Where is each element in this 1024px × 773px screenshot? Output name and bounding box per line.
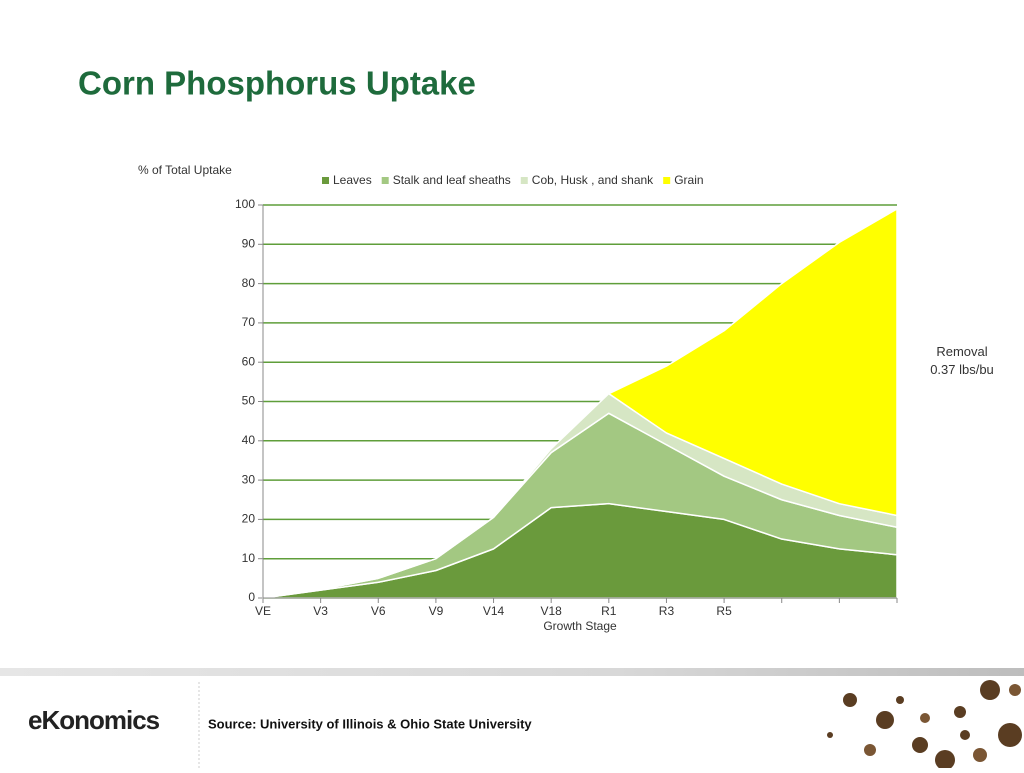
legend-label: Cob, Husk , and shank <box>532 173 654 187</box>
y-tick-label: 100 <box>235 197 255 211</box>
legend-swatch <box>663 177 671 184</box>
x-tick-label: V6 <box>371 604 386 618</box>
x-tick-label: R3 <box>659 604 675 618</box>
y-tick-label: 20 <box>242 512 256 526</box>
y-tick-label: 0 <box>248 590 255 604</box>
y-axis-title: % of Total Uptake <box>138 163 232 177</box>
source-note: Source: University of Illinois & Ohio St… <box>208 716 532 731</box>
y-tick-label: 30 <box>242 472 256 486</box>
x-tick-label: V3 <box>313 604 328 618</box>
legend-label: Stalk and leaf sheaths <box>393 173 511 187</box>
x-tick-label: VE <box>255 604 271 618</box>
slide-title: Corn Phosphorus Uptake <box>78 65 476 102</box>
x-axis-title: Growth Stage <box>543 619 617 633</box>
area-series <box>262 392 898 599</box>
y-tick-label: 60 <box>242 354 256 368</box>
y-tick-label: 90 <box>242 236 256 250</box>
logo: eKonomics <box>28 705 160 735</box>
x-tick-label: R5 <box>716 604 732 618</box>
footer-band <box>0 668 1024 676</box>
plot-area: 0 10 20 30 40 50 60 70 80 90 100 VE V3 V6 V9 V14 V18 R1 R3… <box>235 197 898 618</box>
legend-label: Grain <box>674 173 703 187</box>
y-tick-label: 70 <box>242 315 256 329</box>
soil-decoration <box>827 680 1022 770</box>
x-tick-label: V14 <box>483 604 505 618</box>
y-tick-label: 40 <box>242 433 256 447</box>
y-tick-label: 80 <box>242 276 256 290</box>
y-tick-label: 10 <box>242 551 256 565</box>
annotation: Removal 0.37 lbs/bu <box>930 344 994 377</box>
legend-swatch <box>381 177 389 184</box>
legend: Leaves Stalk and leaf sheaths Cob, Husk , … <box>322 173 704 187</box>
legend-swatch <box>322 177 329 184</box>
x-tick-label: R1 <box>601 604 617 618</box>
x-tick-label: V18 <box>541 604 563 618</box>
legend-label: Leaves <box>333 173 372 187</box>
y-tick-label: 50 <box>242 394 256 408</box>
area-series <box>608 208 898 517</box>
x-tick-label: V9 <box>429 604 444 618</box>
legend-swatch <box>520 177 528 184</box>
